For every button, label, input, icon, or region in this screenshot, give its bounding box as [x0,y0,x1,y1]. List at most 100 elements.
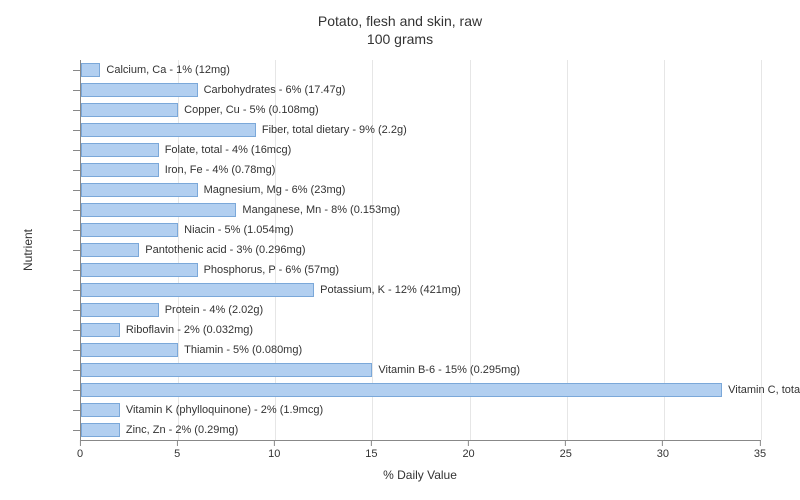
bar [81,63,100,77]
bar-label: Calcium, Ca - 1% (12mg) [100,60,229,80]
y-tick [73,150,81,151]
bar-row: Protein - 4% (2.02g) [81,300,761,320]
bar-label: Manganese, Mn - 8% (0.153mg) [236,200,400,220]
x-tick-mark [371,440,372,446]
x-tick-mark [760,440,761,446]
x-tick: 0 [77,440,83,460]
bar [81,103,178,117]
bar [81,283,314,297]
x-tick-label: 20 [462,448,474,460]
bar [81,123,256,137]
bar-row: Carbohydrates - 6% (17.47g) [81,80,761,100]
x-tick-mark [468,440,469,446]
plot-area: Calcium, Ca - 1% (12mg)Carbohydrates - 6… [80,60,761,441]
nutrient-chart: Potato, flesh and skin, raw 100 grams Nu… [0,0,800,500]
y-tick [73,350,81,351]
y-tick [73,330,81,331]
bar-label: Protein - 4% (2.02g) [159,300,263,320]
y-tick [73,230,81,231]
bar-row: Copper, Cu - 5% (0.108mg) [81,100,761,120]
chart-title: Potato, flesh and skin, raw 100 grams [0,12,800,48]
bar-row: Vitamin B-6 - 15% (0.295mg) [81,360,761,380]
bar [81,243,139,257]
bar-row: Manganese, Mn - 8% (0.153mg) [81,200,761,220]
bar-label: Riboflavin - 2% (0.032mg) [120,320,253,340]
bar [81,343,178,357]
bar [81,183,198,197]
y-tick [73,390,81,391]
x-tick-label: 0 [77,448,83,460]
x-tick-mark [274,440,275,446]
y-tick [73,410,81,411]
bar [81,303,159,317]
y-tick [73,90,81,91]
chart-title-line1: Potato, flesh and skin, raw [0,12,800,30]
bar-row: Zinc, Zn - 2% (0.29mg) [81,420,761,440]
bar-row: Thiamin - 5% (0.080mg) [81,340,761,360]
bar [81,143,159,157]
bar-label: Thiamin - 5% (0.080mg) [178,340,302,360]
bar [81,83,198,97]
bar-row: Iron, Fe - 4% (0.78mg) [81,160,761,180]
y-tick [73,290,81,291]
x-tick: 10 [268,440,280,460]
y-tick [73,210,81,211]
bar-label: Fiber, total dietary - 9% (2.2g) [256,120,407,140]
bar [81,203,236,217]
x-tick-label: 35 [754,448,766,460]
bar-label: Folate, total - 4% (16mcg) [159,140,292,160]
x-tick: 15 [365,440,377,460]
bar-row: Riboflavin - 2% (0.032mg) [81,320,761,340]
y-tick [73,130,81,131]
bar-label: Pantothenic acid - 3% (0.296mg) [139,240,305,260]
bar-row: Pantothenic acid - 3% (0.296mg) [81,240,761,260]
y-tick [73,110,81,111]
x-tick-label: 5 [174,448,180,460]
y-tick [73,310,81,311]
bar-label: Iron, Fe - 4% (0.78mg) [159,160,276,180]
x-tick-label: 30 [657,448,669,460]
y-tick [73,370,81,371]
bar-row: Folate, total - 4% (16mcg) [81,140,761,160]
bar-row: Phosphorus, P - 6% (57mg) [81,260,761,280]
bar-label: Vitamin K (phylloquinone) - 2% (1.9mcg) [120,400,323,420]
bar-row: Niacin - 5% (1.054mg) [81,220,761,240]
y-axis-label: Nutrient [18,60,38,440]
bar-row: Potassium, K - 12% (421mg) [81,280,761,300]
x-tick: 5 [174,440,180,460]
x-tick-mark [662,440,663,446]
bar-row: Vitamin K (phylloquinone) - 2% (1.9mcg) [81,400,761,420]
bar-label: Potassium, K - 12% (421mg) [314,280,461,300]
bar [81,323,120,337]
x-tick-mark [177,440,178,446]
bar [81,363,372,377]
bar-label: Zinc, Zn - 2% (0.29mg) [120,420,238,440]
y-tick [73,250,81,251]
x-tick-label: 25 [560,448,572,460]
x-tick: 20 [462,440,474,460]
bar-label: Carbohydrates - 6% (17.47g) [198,80,346,100]
bar [81,163,159,177]
y-tick [73,70,81,71]
bar-label: Vitamin B-6 - 15% (0.295mg) [372,360,520,380]
bar-row: Vitamin C, total ascorbic acid - 33% (19… [81,380,761,400]
bar [81,423,120,437]
bar-label: Vitamin C, total ascorbic acid - 33% (19… [722,380,800,400]
bar-label: Magnesium, Mg - 6% (23mg) [198,180,346,200]
y-tick [73,270,81,271]
bar-row: Fiber, total dietary - 9% (2.2g) [81,120,761,140]
chart-title-line2: 100 grams [0,30,800,48]
bar-label: Copper, Cu - 5% (0.108mg) [178,100,319,120]
x-tick-label: 15 [365,448,377,460]
bar [81,223,178,237]
y-tick [73,190,81,191]
x-axis-label: % Daily Value [80,468,760,482]
x-tick-mark [80,440,81,446]
x-tick: 35 [754,440,766,460]
bar-row: Calcium, Ca - 1% (12mg) [81,60,761,80]
bar-row: Magnesium, Mg - 6% (23mg) [81,180,761,200]
bar [81,403,120,417]
bar-label: Phosphorus, P - 6% (57mg) [198,260,340,280]
y-tick [73,170,81,171]
y-tick [73,430,81,431]
